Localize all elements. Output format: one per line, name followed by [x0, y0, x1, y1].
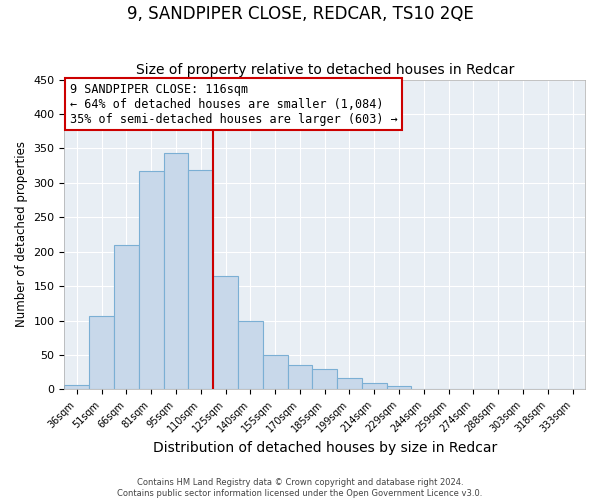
Bar: [263, 355, 287, 390]
Bar: [238, 321, 263, 390]
Bar: [362, 383, 386, 390]
Bar: [337, 378, 362, 390]
Bar: [89, 316, 114, 390]
Text: 9, SANDPIPER CLOSE, REDCAR, TS10 2QE: 9, SANDPIPER CLOSE, REDCAR, TS10 2QE: [127, 5, 473, 23]
Bar: [114, 245, 139, 390]
Bar: [164, 153, 188, 390]
Text: 9 SANDPIPER CLOSE: 116sqm
← 64% of detached houses are smaller (1,084)
35% of se: 9 SANDPIPER CLOSE: 116sqm ← 64% of detac…: [70, 82, 397, 126]
Bar: [287, 366, 313, 390]
Bar: [386, 386, 412, 390]
Bar: [64, 384, 89, 390]
Y-axis label: Number of detached properties: Number of detached properties: [15, 142, 28, 328]
Text: Contains HM Land Registry data © Crown copyright and database right 2024.
Contai: Contains HM Land Registry data © Crown c…: [118, 478, 482, 498]
Bar: [213, 276, 238, 390]
Bar: [139, 171, 164, 390]
Bar: [313, 369, 337, 390]
Title: Size of property relative to detached houses in Redcar: Size of property relative to detached ho…: [136, 63, 514, 77]
Bar: [188, 170, 213, 390]
X-axis label: Distribution of detached houses by size in Redcar: Distribution of detached houses by size …: [152, 441, 497, 455]
